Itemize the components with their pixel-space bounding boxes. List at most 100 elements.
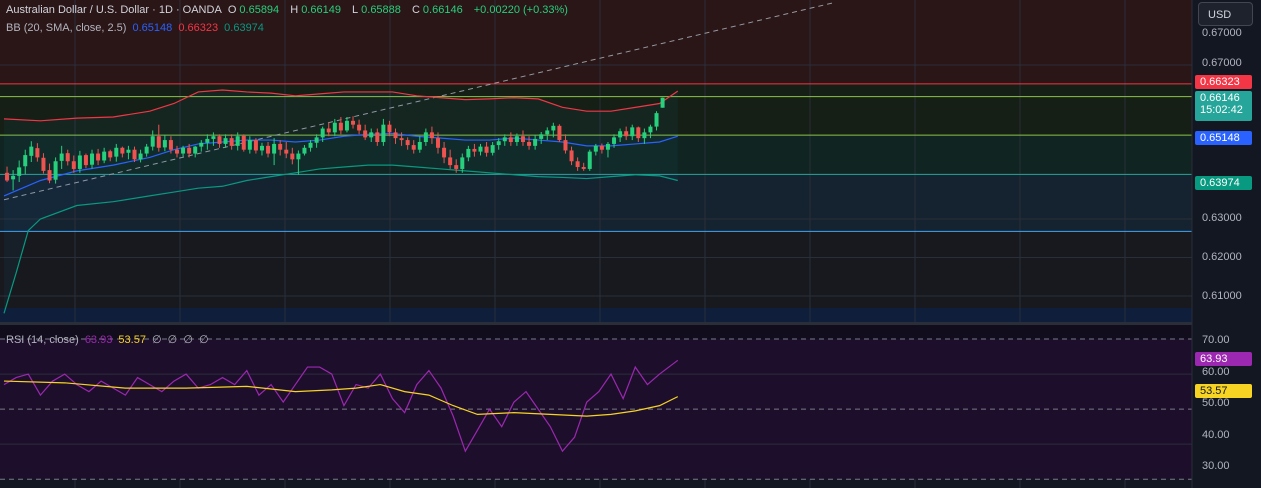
ohlc-close-value: 0.66146 xyxy=(422,4,463,16)
candle-body xyxy=(259,145,264,151)
last-price-value: 0.66146 xyxy=(1200,92,1240,104)
candle-body xyxy=(405,140,410,146)
candle-body xyxy=(162,140,167,148)
candle-body xyxy=(636,127,641,139)
candle-body xyxy=(132,149,137,160)
candle-body xyxy=(399,138,404,141)
candle-body xyxy=(144,146,149,154)
candle-body xyxy=(96,153,101,161)
candle-body xyxy=(375,132,380,142)
rsi-tick-label: 70.00 xyxy=(1202,334,1230,346)
candle-body xyxy=(514,136,519,142)
candle-body xyxy=(599,145,604,150)
ohlc-high-value: 0.66149 xyxy=(301,4,341,16)
candle-body xyxy=(199,142,204,147)
candle-body xyxy=(308,142,313,148)
price-tick-label: 0.67000 xyxy=(1202,57,1242,69)
bb-upper-line xyxy=(3,89,679,122)
rsi-tick-label: 50.00 xyxy=(1202,397,1230,409)
bb-lower-value: 0.63974 xyxy=(224,22,264,34)
candle-body xyxy=(466,148,471,158)
candle-body xyxy=(605,143,610,150)
rsi-legend-label[interactable]: RSI (14, close) xyxy=(6,334,79,346)
rsi-ma-price-tag: 53.57 xyxy=(1195,384,1252,398)
candle-body xyxy=(235,136,240,146)
ohlc-open-label: O xyxy=(227,4,237,16)
candle-body xyxy=(369,132,374,138)
bb-lower-price-tag: 0.63974 xyxy=(1195,176,1252,190)
candle-body xyxy=(156,136,161,148)
currency-button[interactable]: USD xyxy=(1198,2,1253,26)
bottom-band xyxy=(0,308,1192,322)
candle-body xyxy=(65,153,70,162)
candle-body xyxy=(41,157,46,171)
candle-body xyxy=(429,132,434,139)
ohlc-high-label: H xyxy=(290,4,299,16)
candle-body xyxy=(71,161,76,169)
candle-body xyxy=(114,147,119,157)
bb-legend-label[interactable]: BB (20, SMA, close, 2.5) xyxy=(6,22,127,34)
rsi-empty-3: ∅ xyxy=(183,334,193,346)
candle-body xyxy=(533,138,538,146)
pane-separator xyxy=(0,322,1261,325)
symbol-title[interactable]: Australian Dollar / U.S. Dollar · 1D · O… xyxy=(6,4,222,16)
candle-body xyxy=(302,147,307,154)
candle-body xyxy=(593,145,598,152)
candle-body xyxy=(344,120,349,131)
candle-body xyxy=(193,146,198,154)
bb-legend: BB (20, SMA, close, 2.5) 0.65148 0.66323… xyxy=(6,22,267,34)
candle-body xyxy=(508,137,513,142)
candle-body xyxy=(654,113,659,127)
candle-body xyxy=(551,125,556,131)
ohlc-close-label: C xyxy=(411,4,420,16)
candle-body xyxy=(478,146,483,152)
rsi-empty-4: ∅ xyxy=(198,334,209,346)
candle-body xyxy=(417,142,422,150)
rsi-empty-2: ∅ xyxy=(167,334,178,346)
candle-body xyxy=(630,127,635,137)
candle-body xyxy=(181,147,186,154)
candle-body xyxy=(272,143,277,154)
candle-body xyxy=(168,140,173,150)
rsi-value: 63.93 xyxy=(84,334,113,346)
candle-body xyxy=(174,149,179,154)
candle-body xyxy=(205,138,210,143)
candle-body xyxy=(581,167,586,169)
rsi-ma-line xyxy=(3,380,679,417)
price-axis xyxy=(1192,0,1261,488)
price-tick-label: 0.61000 xyxy=(1202,290,1242,302)
candle-body xyxy=(320,128,325,138)
candle-body xyxy=(502,137,507,142)
candle-body xyxy=(126,149,131,153)
candle-body xyxy=(108,151,113,158)
rsi-empty-1: ∅ xyxy=(152,334,162,346)
rsi-ma-value: 53.57 xyxy=(118,334,146,346)
candle-body xyxy=(314,137,319,143)
candle-body xyxy=(624,131,629,137)
candle-body xyxy=(642,132,647,139)
candle-body xyxy=(120,147,125,154)
candle-body xyxy=(563,140,568,151)
candle-body xyxy=(448,157,453,166)
candle-body xyxy=(387,124,392,133)
candle-body xyxy=(296,153,301,160)
candle-body xyxy=(229,138,234,146)
candle-body xyxy=(490,145,495,153)
candle-body xyxy=(575,161,580,168)
ohlc-change: +0.00220 (+0.33%) xyxy=(473,4,568,16)
candle-body xyxy=(35,148,40,158)
candle-body xyxy=(11,175,16,180)
candle-body xyxy=(223,138,228,144)
candle-body xyxy=(660,97,665,108)
bb-basis-price-tag: 0.65148 xyxy=(1195,131,1252,145)
candle-body xyxy=(338,122,343,131)
ohlc-low-label: L xyxy=(352,4,359,16)
candle-body xyxy=(83,155,88,166)
bb-basis-line xyxy=(3,132,678,197)
candle-body xyxy=(539,134,544,139)
candle-body xyxy=(484,146,489,153)
candle-body xyxy=(241,135,246,150)
bottom-zone xyxy=(0,231,1192,322)
rsi-tick-label: 30.00 xyxy=(1202,460,1230,472)
